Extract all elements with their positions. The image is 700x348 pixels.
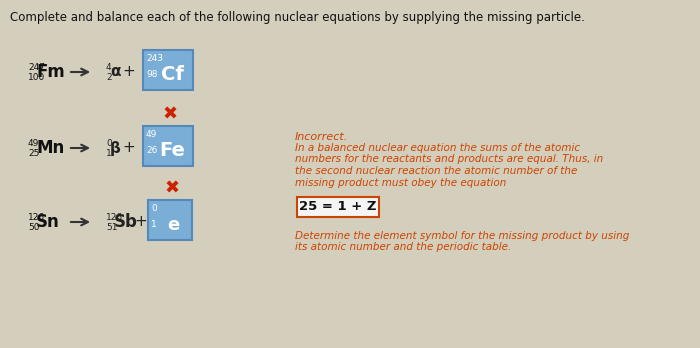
Text: e: e	[167, 216, 180, 234]
Text: α: α	[110, 64, 120, 79]
Bar	[143, 50, 193, 90]
Text: 126: 126	[106, 213, 123, 221]
Text: 25: 25	[28, 149, 39, 158]
Bar	[297, 197, 379, 217]
Text: 1: 1	[106, 149, 112, 158]
Text: +: +	[122, 64, 135, 79]
Text: Determine the element symbol for the missing product by using: Determine the element symbol for the mis…	[295, 231, 629, 241]
Text: Sb: Sb	[114, 213, 138, 231]
Text: Sn: Sn	[36, 213, 60, 231]
Text: Fm: Fm	[36, 63, 64, 81]
Text: ✖: ✖	[163, 106, 178, 124]
Text: β: β	[110, 141, 121, 156]
Text: 51: 51	[106, 222, 118, 231]
Text: Cf: Cf	[160, 65, 183, 84]
Text: Complete and balance each of the following nuclear equations by supplying the mi: Complete and balance each of the followi…	[10, 11, 585, 24]
Text: 49: 49	[146, 130, 158, 139]
Bar	[143, 126, 193, 166]
Text: 0: 0	[151, 204, 157, 213]
Text: 1: 1	[151, 220, 157, 229]
Text: In a balanced nuclear equation the sums of the atomic: In a balanced nuclear equation the sums …	[295, 143, 580, 153]
Text: numbers for the reactants and products are equal. Thus, in: numbers for the reactants and products a…	[295, 155, 603, 165]
Text: ✖: ✖	[164, 180, 180, 198]
Text: its atomic number and the periodic table.: its atomic number and the periodic table…	[295, 243, 511, 253]
Text: 247: 247	[28, 63, 45, 71]
Text: missing product must obey the equation: missing product must obey the equation	[295, 177, 506, 188]
Text: 98: 98	[146, 70, 158, 79]
Text: 25 = 1 + Z: 25 = 1 + Z	[300, 200, 377, 214]
Text: 4: 4	[106, 63, 111, 71]
Text: 126: 126	[28, 213, 45, 221]
Bar	[148, 200, 192, 240]
Text: 50: 50	[28, 222, 39, 231]
Text: 100: 100	[28, 72, 46, 81]
Text: +: +	[122, 141, 135, 156]
Text: 243: 243	[146, 54, 163, 63]
Text: 0: 0	[106, 139, 112, 148]
Text: 2: 2	[106, 72, 111, 81]
Text: Incorrect.: Incorrect.	[295, 132, 349, 142]
Text: the second nuclear reaction the atomic number of the: the second nuclear reaction the atomic n…	[295, 166, 578, 176]
Text: +: +	[134, 214, 148, 229]
Text: 26: 26	[146, 146, 158, 155]
Text: Fe: Fe	[159, 141, 185, 160]
Text: 49: 49	[28, 139, 39, 148]
Text: Mn: Mn	[36, 139, 64, 157]
